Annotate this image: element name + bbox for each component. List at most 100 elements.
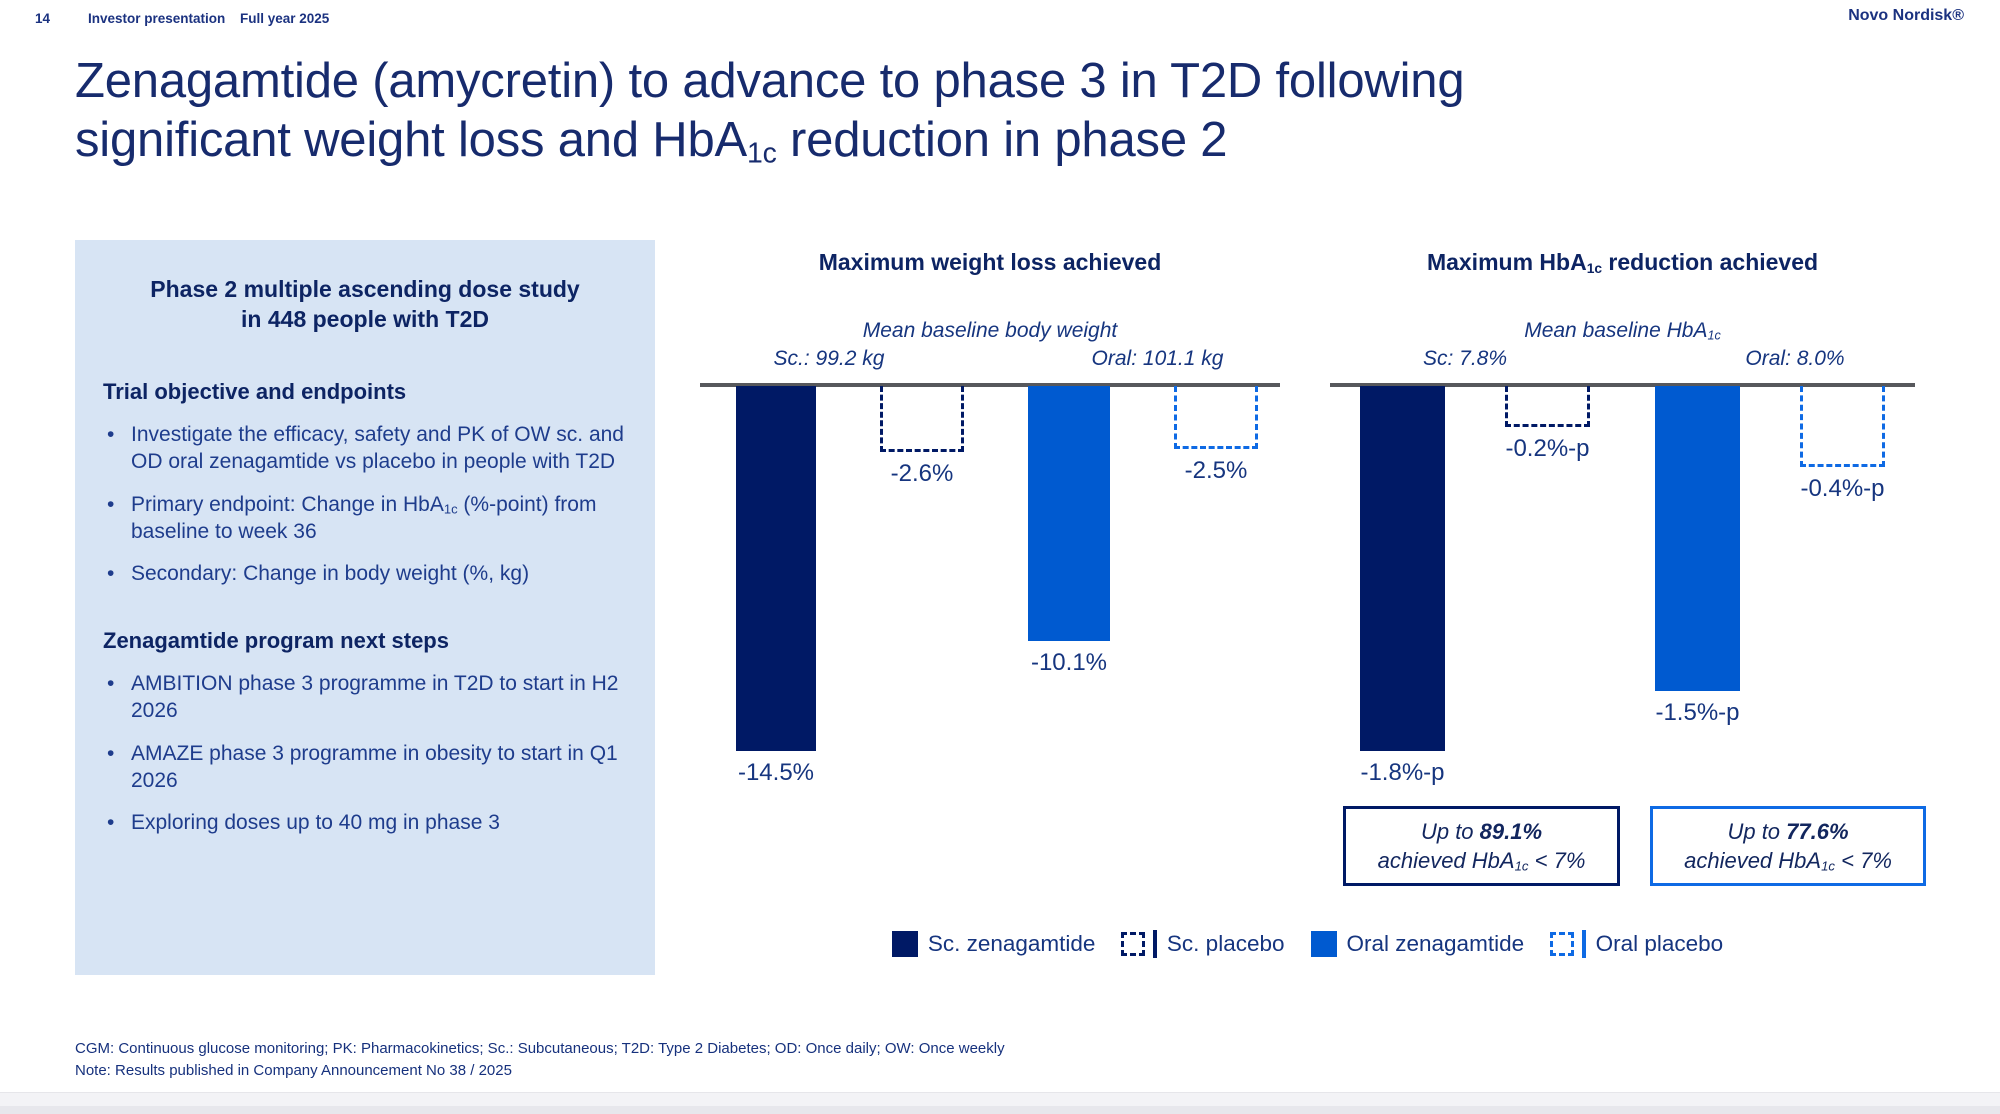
baseline-caption-text: Mean baseline HbA (1524, 319, 1708, 342)
bullet-item: AMBITION phase 3 programme in T2D to sta… (103, 670, 627, 725)
baseline-caption: Mean baseline HbA1c (1330, 319, 1915, 343)
callout-subscript: 1c (1514, 858, 1529, 874)
page-title-line1: Zenagamtide (amycretin) to advance to ph… (75, 52, 1465, 111)
callout-line2: achieved HbA1c < 7% (1684, 846, 1892, 875)
page-title-text1: Zenagamtide (amycretin) to advance to ph… (75, 54, 1465, 108)
chart-title: Maximum HbA1c reduction achieved (1330, 249, 1915, 276)
callout-lead: Up to (1420, 818, 1480, 844)
bar-group-oral-placebo: -2.5% (1174, 386, 1258, 485)
legend-label: Sc. zenagamtide (927, 931, 1096, 956)
legend-label: Oral placebo (1595, 931, 1724, 956)
bullet-item: Primary endpoint: Change in HbA1c (%-poi… (103, 491, 627, 546)
callout-sc-hba1c-target: Up to 89.1% achieved HbA1c < 7% (1343, 806, 1620, 886)
bar-oral-placebo (1174, 386, 1258, 449)
legend-item-sc-zenagamtide: Sc. zenagamtide (891, 931, 1096, 957)
legend-swatch-dashed-navy-icon (1121, 932, 1146, 956)
bullet-item: Investigate the efficacy, safety and PK … (103, 421, 627, 476)
page-title-text2: significant weight loss and HbA (75, 112, 748, 167)
callout-line1: Up to 89.1% (1421, 817, 1542, 846)
bar-oral-zenagamtide (1028, 386, 1110, 641)
callout-tail: < 7% (1528, 847, 1586, 873)
bar-oral-zenagamtide (1655, 386, 1740, 691)
legend-swatch-bar-icon (1582, 930, 1586, 958)
brand-logo: Novo Nordisk® (1848, 7, 1964, 24)
bar-group-oral-zenagamtide: -10.1% (1028, 386, 1110, 677)
page-title-line2: significant weight loss and HbA1c reduct… (75, 111, 1464, 170)
bullet-text: Primary endpoint: Change in HbA (131, 492, 444, 516)
chart-axis (1330, 383, 1915, 387)
bar-value-label: -14.5% (737, 759, 815, 786)
page-number: 14 (35, 11, 51, 26)
bar-sc-placebo (880, 386, 964, 452)
panel-heading-line1: Phase 2 multiple ascending dose study (150, 276, 580, 302)
legend-label: Sc. placebo (1166, 931, 1285, 956)
window-edge-strip (0, 1092, 2000, 1107)
callout-tail: achieved HbA (1377, 847, 1515, 873)
bar-sc-zenagamtide (736, 386, 816, 751)
page-title-subscript: 1c (747, 137, 777, 170)
bar-value-label: -0.2%-p (1505, 435, 1590, 462)
callout-value: 77.6% (1786, 818, 1849, 844)
bullet-item: AMAZE phase 3 programme in obesity to st… (103, 740, 627, 795)
bullet-subscript: 1c (443, 501, 458, 517)
bar-group-oral-placebo: -0.4%-p (1800, 386, 1885, 503)
chart-title: Maximum weight loss achieved (818, 249, 1162, 275)
bar-group-sc-zenagamtide: -1.8%-p (1360, 386, 1445, 787)
bar-value-label: -2.6% (890, 460, 954, 487)
bar-value-label: -0.4%-p (1800, 475, 1885, 502)
callout-oral-hba1c-target: Up to 77.6% achieved HbA1c < 7% (1650, 806, 1926, 886)
footnote-abbreviations: CGM: Continuous glucose monitoring; PK: … (75, 1040, 1005, 1057)
bar-group-oral-zenagamtide: -1.5%-p (1655, 386, 1740, 727)
bar-group-sc-placebo: -2.6% (880, 386, 964, 488)
page-title-text3: reduction in phase 2 (776, 112, 1228, 167)
bar-value-label: -2.5% (1184, 457, 1248, 484)
chart-legend: Sc. zenagamtide Sc. placebo Oral zenagam… (700, 930, 1915, 958)
bar-sc-zenagamtide (1360, 386, 1445, 751)
panel-heading: Phase 2 multiple ascending dose study in… (103, 274, 627, 335)
bar-group-sc-placebo: -0.2%-p (1505, 386, 1590, 463)
chart-title-text: Maximum HbA (1426, 249, 1587, 275)
section-title-next-steps: Zenagamtide program next steps (103, 627, 449, 653)
callout-value: 89.1% (1479, 818, 1543, 844)
legend-item-oral-placebo: Oral placebo (1550, 930, 1723, 958)
section-title-objectives: Trial objective and endpoints (103, 378, 407, 404)
legend-swatch-dashed-blue-icon (1550, 932, 1575, 956)
sc-baseline-label: Sc.: 99.2 kg (773, 347, 885, 370)
breadcrumb-period: Full year 2025 (240, 11, 330, 26)
bullet-text: (%-point) from baseline to week 36 (131, 492, 597, 544)
legend-item-sc-placebo: Sc. placebo (1121, 930, 1285, 958)
bar-value-label: -10.1% (1030, 649, 1108, 676)
breadcrumb-section: Investor presentation (88, 11, 226, 26)
legend-swatch-solid-navy-icon (891, 931, 918, 957)
callout-line1: Up to 77.6% (1727, 817, 1848, 846)
bar-oral-placebo (1800, 386, 1885, 467)
bullet-text: AMAZE phase 3 programme in obesity to st… (131, 741, 618, 792)
bar-sc-placebo (1505, 386, 1590, 427)
callout-line2: achieved HbA1c < 7% (1378, 846, 1586, 875)
bar-value-label: -1.5%-p (1655, 699, 1740, 726)
legend-label: Oral zenagamtide (1346, 931, 1525, 956)
bullet-text: Exploring doses up to 40 mg in phase 3 (131, 811, 500, 835)
chart-title-subscript: 1c (1586, 260, 1603, 276)
bullet-text: AMBITION phase 3 programme in T2D to sta… (131, 671, 619, 723)
weight-loss-chart: Maximum weight loss achieved Mean baseli… (700, 245, 1280, 865)
panel-heading-line2: in 448 people with T2D (241, 306, 489, 333)
chart-axis (700, 383, 1280, 387)
legend-swatch-bar-icon (1153, 930, 1157, 958)
legend-swatch-solid-blue-icon (1310, 931, 1337, 957)
oral-baseline-label: Oral: 8.0% (1745, 347, 1845, 370)
oral-baseline-label: Oral: 101.1 kg (1091, 347, 1224, 370)
bullet-item: Exploring doses up to 40 mg in phase 3 (103, 809, 627, 837)
legend-item-oral-zenagamtide: Oral zenagamtide (1310, 931, 1525, 957)
callout-subscript: 1c (1821, 858, 1836, 874)
bar-group-sc-zenagamtide: -14.5% (736, 386, 816, 787)
callout-lead: Up to (1727, 818, 1787, 844)
baseline-caption-subscript: 1c (1707, 328, 1721, 343)
callout-tail: < 7% (1835, 847, 1892, 873)
footnotes: CGM: Continuous glucose monitoring; PK: … (75, 1038, 1005, 1082)
callout-tail: achieved HbA (1684, 847, 1822, 873)
bullet-text: Investigate the efficacy, safety and PK … (131, 422, 624, 474)
window-edge-strip (0, 1106, 2000, 1114)
bullet-item: Secondary: Change in body weight (%, kg) (103, 560, 627, 588)
